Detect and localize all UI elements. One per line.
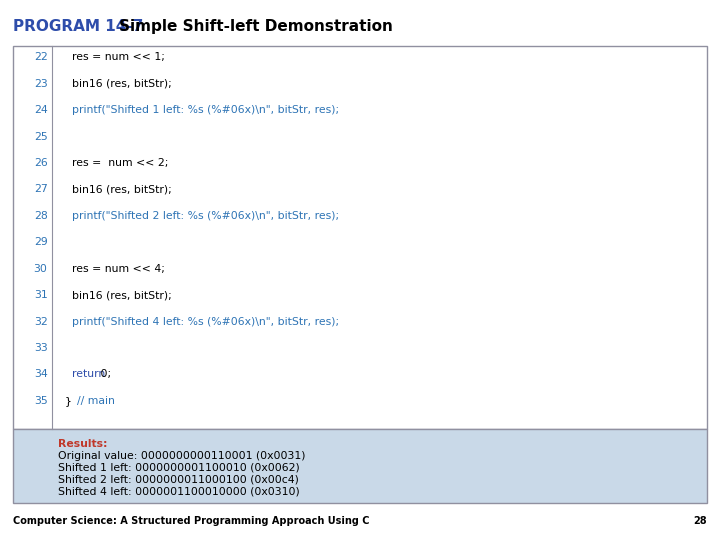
Text: 25: 25 bbox=[34, 132, 48, 141]
Text: 32: 32 bbox=[34, 316, 48, 327]
Text: printf("Shifted 2 left: %s (%#06x)\n", bitStr, res);: printf("Shifted 2 left: %s (%#06x)\n", b… bbox=[58, 211, 338, 221]
Text: Results:: Results: bbox=[58, 439, 107, 449]
Text: Original value: 0000000000110001 (0x0031): Original value: 0000000000110001 (0x0031… bbox=[58, 451, 305, 461]
Text: 33: 33 bbox=[34, 343, 48, 353]
Text: 27: 27 bbox=[34, 185, 48, 194]
Text: Simple Shift-left Demonstration: Simple Shift-left Demonstration bbox=[119, 19, 392, 34]
Text: 29: 29 bbox=[34, 238, 48, 247]
Text: 22: 22 bbox=[34, 52, 48, 63]
Text: bin16 (res, bitStr);: bin16 (res, bitStr); bbox=[58, 290, 171, 300]
Text: bin16 (res, bitStr);: bin16 (res, bitStr); bbox=[58, 79, 171, 89]
Text: // main: // main bbox=[78, 396, 115, 406]
Text: 0;: 0; bbox=[97, 369, 112, 380]
Text: bin16 (res, bitStr);: bin16 (res, bitStr); bbox=[58, 185, 171, 194]
Text: PROGRAM 14-7: PROGRAM 14-7 bbox=[13, 19, 143, 34]
Text: res = num << 4;: res = num << 4; bbox=[58, 264, 164, 274]
Text: 30: 30 bbox=[34, 264, 48, 274]
Text: Shifted 4 left: 0000001100010000 (0x0310): Shifted 4 left: 0000001100010000 (0x0310… bbox=[58, 487, 300, 497]
Text: 24: 24 bbox=[34, 105, 48, 115]
Text: 26: 26 bbox=[34, 158, 48, 168]
Text: Computer Science: A Structured Programming Approach Using C: Computer Science: A Structured Programmi… bbox=[13, 516, 369, 526]
Text: 28: 28 bbox=[34, 211, 48, 221]
Text: res =  num << 2;: res = num << 2; bbox=[58, 158, 168, 168]
Text: return: return bbox=[58, 369, 105, 380]
Text: 23: 23 bbox=[34, 79, 48, 89]
Bar bbox=[13, 46, 707, 429]
Text: res = num << 1;: res = num << 1; bbox=[58, 52, 164, 63]
Text: printf("Shifted 4 left: %s (%#06x)\n", bitStr, res);: printf("Shifted 4 left: %s (%#06x)\n", b… bbox=[58, 316, 338, 327]
Text: Shifted 1 left: 0000000001100010 (0x0062): Shifted 1 left: 0000000001100010 (0x0062… bbox=[58, 463, 300, 473]
Text: 31: 31 bbox=[34, 290, 48, 300]
Text: 34: 34 bbox=[34, 369, 48, 380]
Bar bbox=[13, 429, 707, 503]
Text: 35: 35 bbox=[34, 396, 48, 406]
Text: printf("Shifted 1 left: %s (%#06x)\n", bitStr, res);: printf("Shifted 1 left: %s (%#06x)\n", b… bbox=[58, 105, 338, 115]
Text: Shifted 2 left: 0000000011000100 (0x00c4): Shifted 2 left: 0000000011000100 (0x00c4… bbox=[58, 475, 299, 485]
Text: 28: 28 bbox=[693, 516, 707, 526]
Text: }: } bbox=[58, 396, 78, 406]
